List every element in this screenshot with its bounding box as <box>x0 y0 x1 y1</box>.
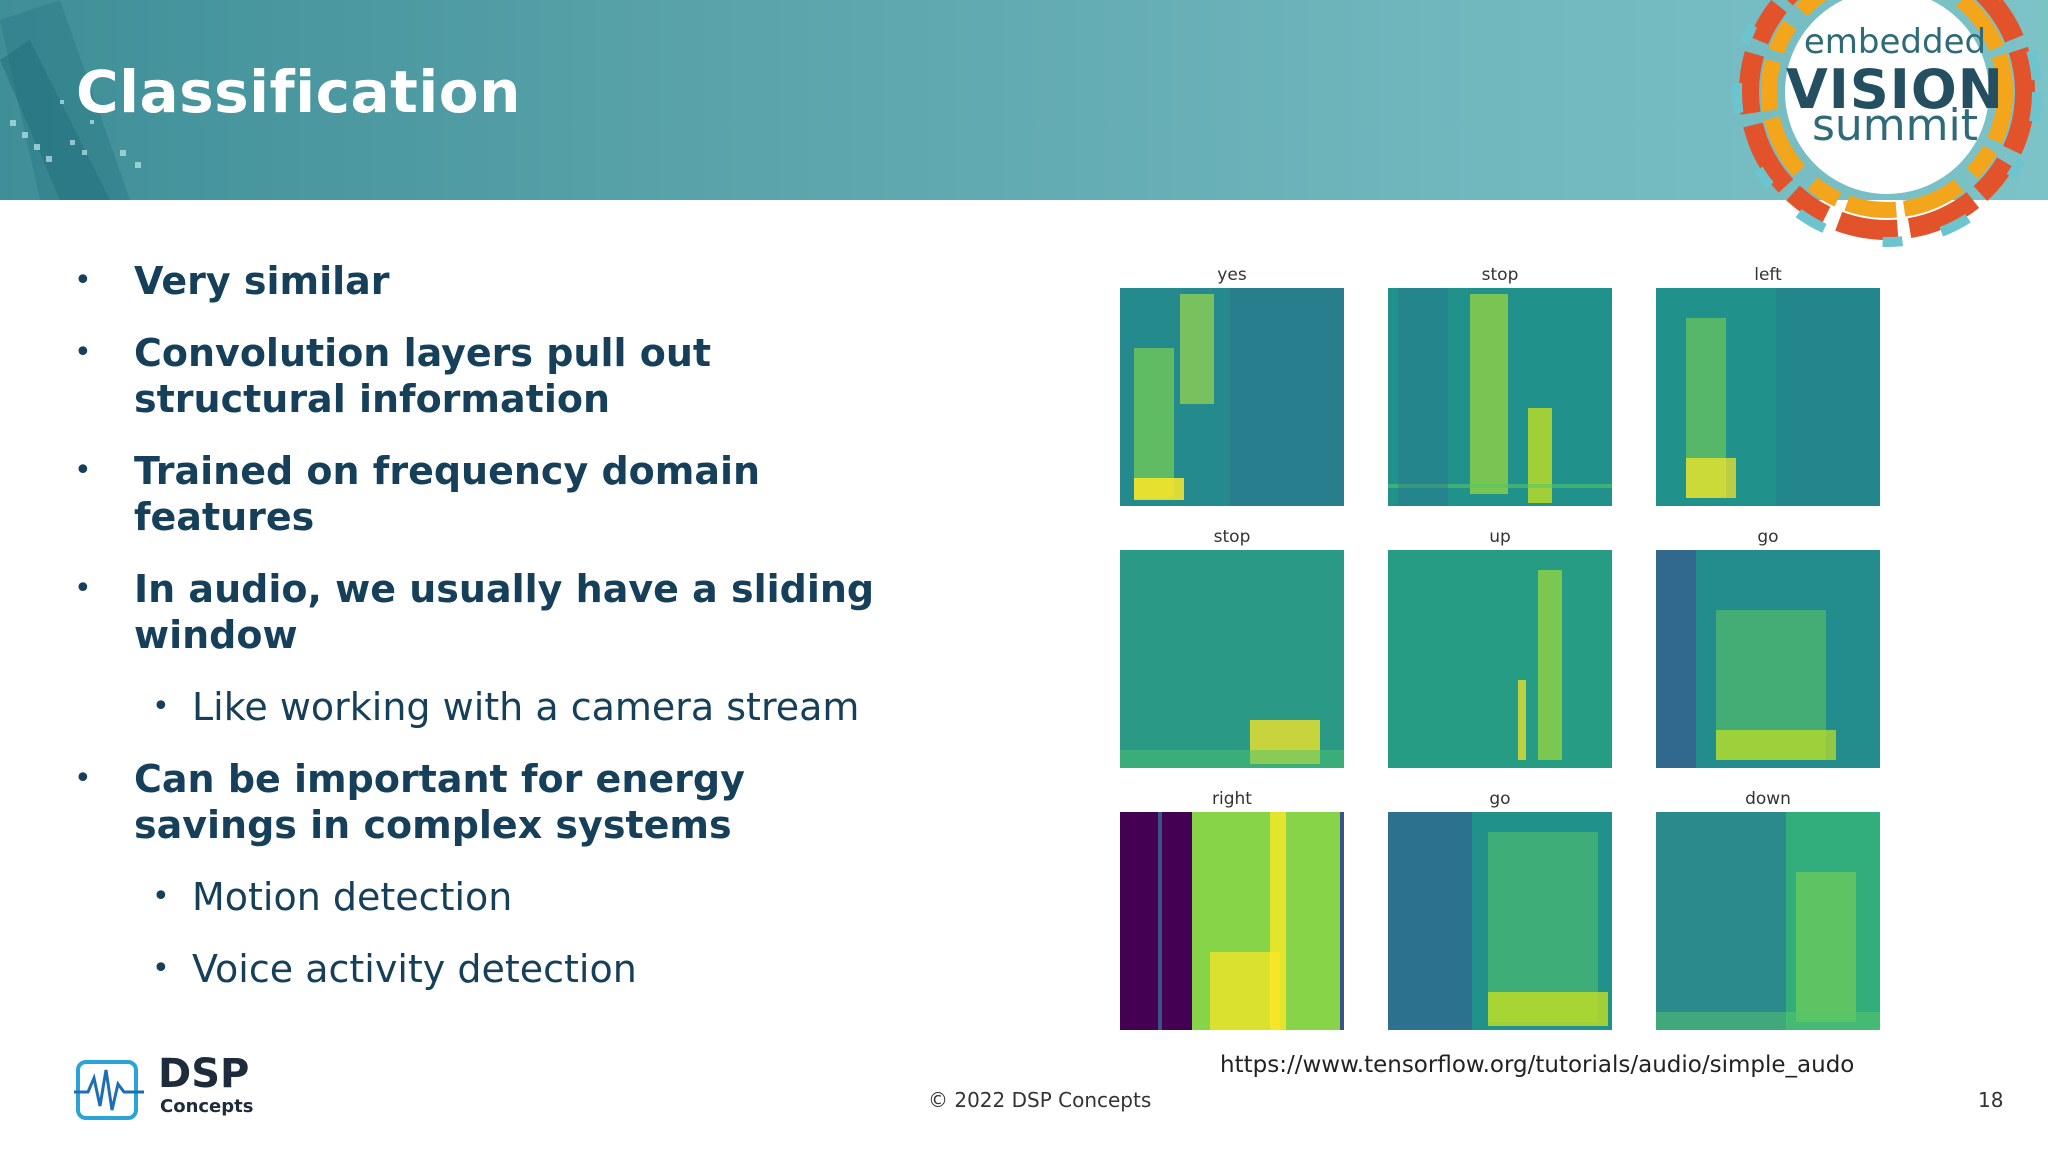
spectrogram-label: stop <box>1481 265 1519 285</box>
spectrogram-label: stop <box>1213 527 1251 547</box>
bullet-text: Voice activity detection <box>192 947 637 991</box>
spectrogram-cell: down <box>1656 786 1880 1030</box>
slide-title: Classification <box>76 58 521 126</box>
spectrogram-grid: yes stop left stop <box>1110 262 1890 1042</box>
logo-line-embedded: embedded <box>1803 22 1987 62</box>
bullet-item: • Convolution layers pull out structural … <box>60 330 920 422</box>
spectrogram-cell: up <box>1388 524 1612 768</box>
waveform-icon <box>74 1060 144 1120</box>
bullet-dot-icon: • <box>74 263 92 298</box>
spectrogram-cell: yes <box>1120 262 1344 506</box>
source-url: https://www.tensorflow.org/tutorials/aud… <box>1220 1052 1855 1078</box>
company-logo-name: DSP <box>158 1051 250 1097</box>
logo-line-summit: summit <box>1811 100 1978 151</box>
bullet-list: • Very similar • Convolution layers pull o… <box>60 258 920 1018</box>
spectrogram-label: down <box>1745 789 1791 809</box>
logo-line-vision: VISION <box>1786 58 2004 121</box>
bullet-dot-icon: • <box>152 879 170 914</box>
spectrogram-image <box>1120 288 1344 506</box>
spectrogram-label: yes <box>1217 265 1247 285</box>
bullet-dot-icon: • <box>74 761 92 796</box>
spectrogram-image <box>1656 550 1880 768</box>
bullet-text: Very similar <box>134 259 390 303</box>
spectrogram-image <box>1656 288 1880 506</box>
bullet-text: Can be important for energy savings in c… <box>134 757 745 847</box>
spectrogram-image <box>1656 812 1880 1030</box>
bullet-item: • In audio, we usually have a sliding win… <box>60 566 920 658</box>
bullet-text: Like working with a camera stream <box>192 685 860 729</box>
spectrogram-label: left <box>1754 265 1782 285</box>
page-number: 18 <box>1978 1088 2004 1112</box>
spectrogram-label: go <box>1757 527 1779 547</box>
bullet-text: Trained on frequency domain features <box>134 449 761 539</box>
spectrogram-label: right <box>1212 789 1252 809</box>
spectrogram-cell: go <box>1656 524 1880 768</box>
bullet-item: • Can be important for energy savings in … <box>60 756 920 848</box>
company-logo-sub: Concepts <box>160 1096 254 1117</box>
bullet-dot-icon: • <box>152 951 170 986</box>
bullet-dot-icon: • <box>74 571 92 606</box>
spectrogram-image <box>1120 812 1344 1030</box>
embedded-vision-summit-logo <box>1732 0 2042 247</box>
spectrogram-image <box>1120 550 1344 768</box>
bullet-dot-icon: • <box>74 335 92 370</box>
spectrogram-cell: stop <box>1120 524 1344 768</box>
spectrogram-cell: stop <box>1388 262 1612 506</box>
bullet-dot-icon: • <box>152 689 170 724</box>
sub-bullet-item: • Motion detection <box>60 874 920 920</box>
spectrogram-label: go <box>1489 789 1511 809</box>
bullet-item: • Trained on frequency domain features <box>60 448 920 540</box>
spectrogram-label: up <box>1489 527 1511 547</box>
bullet-text: In audio, we usually have a sliding wind… <box>134 567 875 657</box>
header-decoration <box>0 0 141 200</box>
header-banner: Classification <box>0 0 2048 200</box>
copyright-text: © 2022 DSP Concepts <box>928 1088 1152 1112</box>
spectrogram-cell: right <box>1120 786 1344 1030</box>
bullet-item: • Very similar <box>60 258 920 304</box>
bullet-dot-icon: • <box>74 453 92 488</box>
spectrogram-image <box>1388 288 1612 506</box>
spectrogram-image <box>1388 550 1612 768</box>
sub-bullet-item: • Like working with a camera stream <box>60 684 920 730</box>
spectrogram-image <box>1388 812 1612 1030</box>
spectrogram-cell: left <box>1656 262 1880 506</box>
bullet-text: Convolution layers pull out structural i… <box>134 331 712 421</box>
bullet-text: Motion detection <box>192 875 513 919</box>
sub-bullet-item: • Voice activity detection <box>60 946 920 992</box>
spectrogram-cell: go <box>1388 786 1612 1030</box>
